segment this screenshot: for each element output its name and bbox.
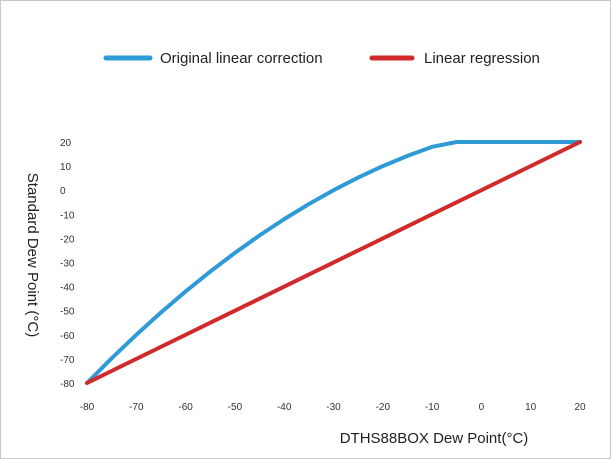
x-tick-label: -60 [178, 402, 193, 413]
y-tick-label: 0 [60, 186, 66, 197]
x-tick-label: -10 [425, 402, 440, 413]
series-layer [85, 140, 582, 385]
y-tick-label: -20 [60, 234, 75, 245]
x-tick-label: 20 [574, 402, 586, 413]
y-tick-label: -50 [60, 307, 75, 318]
y-axis-ticks: 20 10 0 -10 -20 -30 -40 -50 -60 -70 -80 [60, 138, 75, 390]
x-axis-title: DTHS88BOX Dew Point(°C) [340, 430, 529, 447]
series-line-original-linear-correction [85, 140, 582, 385]
y-tick-label: -80 [60, 379, 75, 390]
y-tick-label: -60 [60, 331, 75, 342]
y-tick-label: 10 [60, 162, 72, 173]
x-tick-label: -20 [376, 402, 391, 413]
x-tick-label: 0 [479, 402, 485, 413]
legend-label-original-linear-correction: Original linear correction [160, 50, 323, 67]
x-tick-label: 10 [525, 402, 537, 413]
series-line-linear-regression [85, 140, 582, 385]
y-tick-label: -40 [60, 283, 75, 294]
y-tick-label: -70 [60, 355, 75, 366]
y-tick-label: -10 [60, 210, 75, 221]
x-tick-label: -70 [129, 402, 144, 413]
x-tick-label: -30 [326, 402, 341, 413]
y-tick-label: -30 [60, 259, 75, 270]
y-axis-title: Standard Dew Point (°C) [24, 173, 41, 337]
y-tick-label: 20 [60, 138, 72, 149]
legend-label-linear-regression: Linear regression [424, 50, 540, 67]
x-tick-label: -40 [277, 402, 292, 413]
legend: Original linear correction Linear regres… [103, 50, 540, 67]
x-tick-label: -50 [228, 402, 243, 413]
x-axis-ticks: -80 -70 -60 -50 -40 -30 -20 -10 0 10 20 [80, 402, 586, 413]
x-tick-label: -80 [80, 402, 95, 413]
